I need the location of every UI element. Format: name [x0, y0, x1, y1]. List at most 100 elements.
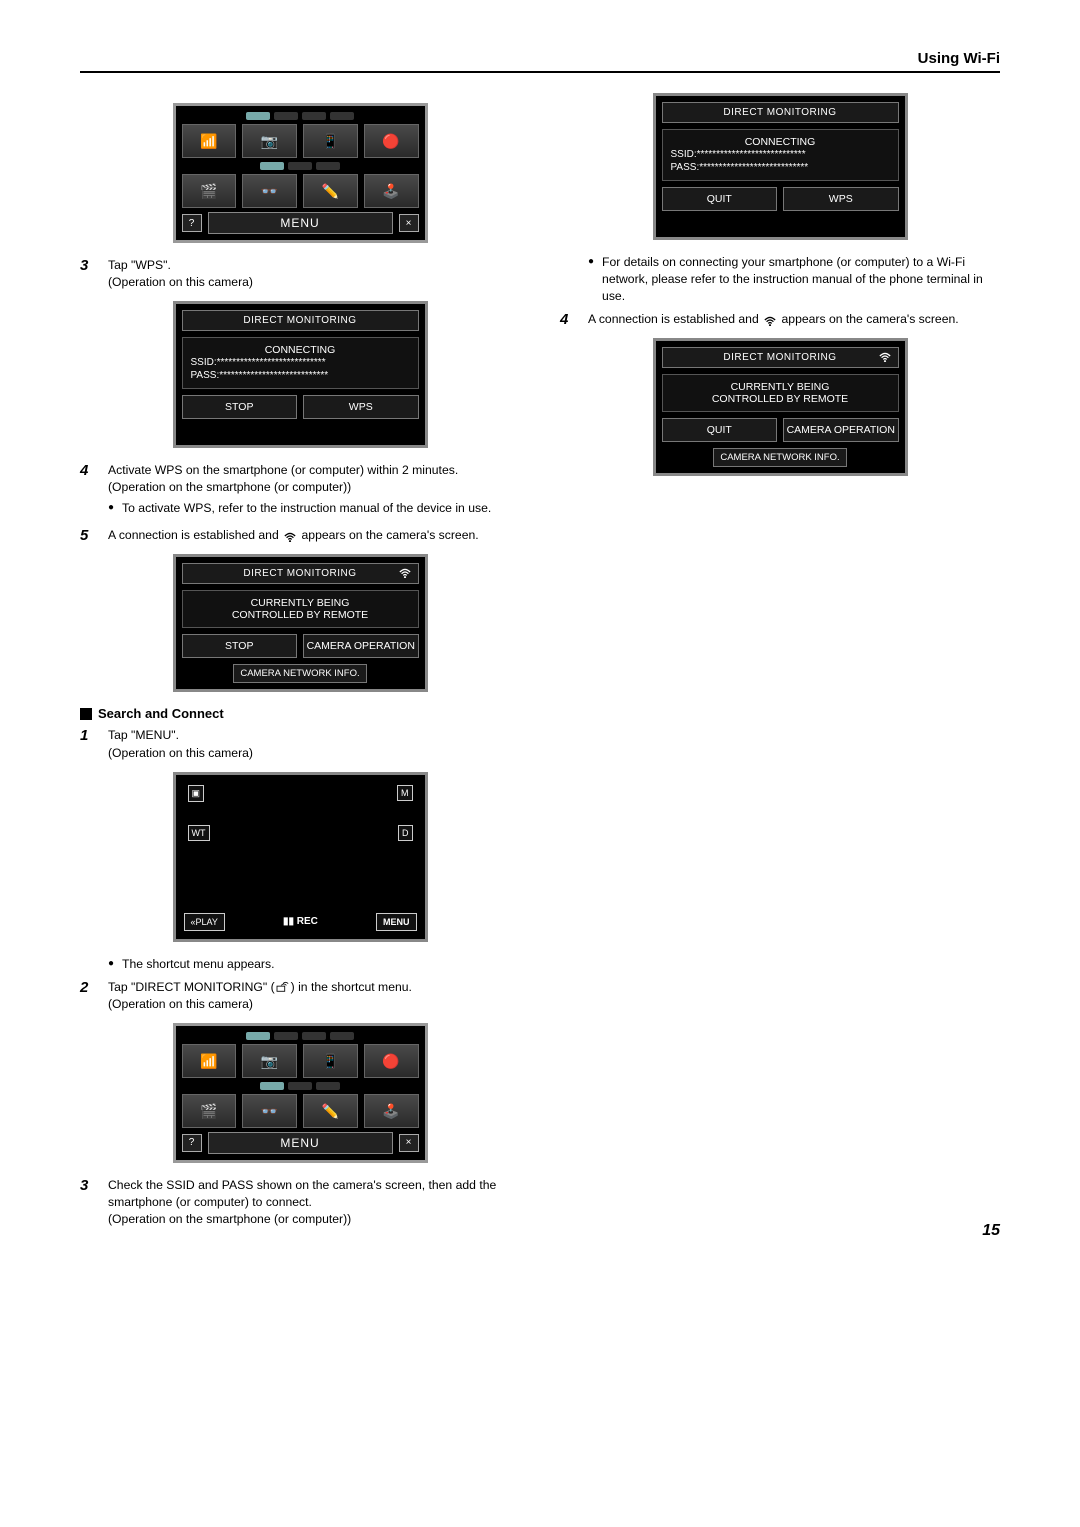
- step-text: Tap "MENU".: [108, 728, 179, 742]
- screen-title: DIRECT MONITORING: [182, 310, 419, 331]
- pencil-icon[interactable]: ✏️: [303, 174, 358, 208]
- camera-live-screen: ▣ M WT D «PLAY ▮▮ REC MENU: [173, 772, 428, 942]
- pencil-icon[interactable]: ✏️: [303, 1094, 358, 1128]
- bullet-icon: ●: [588, 254, 594, 305]
- page-number: 15: [982, 1222, 1000, 1240]
- pass-label: PASS:****************************: [671, 161, 890, 174]
- bullet-text: To activate WPS, refer to the instructio…: [122, 500, 491, 517]
- wt-indicator: WT: [188, 825, 210, 841]
- shortcut-menu-screen: 📶 📷 📱 🔴 🎬 👓 ✏️ 🕹️ ? MENU: [173, 103, 428, 243]
- step-text-a: A connection is established and: [108, 528, 282, 542]
- left-column: 📶 📷 📱 🔴 🎬 👓 ✏️ 🕹️ ? MENU: [80, 93, 520, 1230]
- mode-indicator: ▣: [188, 785, 205, 802]
- d-indicator: D: [398, 825, 413, 841]
- quit-button[interactable]: QUIT: [662, 418, 778, 442]
- connecting-label: CONNECTING: [191, 344, 410, 356]
- phone-icon[interactable]: 📱: [303, 124, 358, 158]
- step-3: 3 Tap "WPS". (Operation on this camera): [80, 257, 520, 291]
- wps-button[interactable]: WPS: [783, 187, 899, 211]
- screen-title: DIRECT MONITORING: [182, 563, 419, 584]
- joystick-icon[interactable]: 🕹️: [364, 1094, 419, 1128]
- remote-control-screen: DIRECT MONITORING CURRENTLY BEING CONTRO…: [653, 338, 908, 476]
- wifi-icon: [762, 314, 778, 326]
- clapper-icon[interactable]: 🎬: [182, 1094, 237, 1128]
- menu-button[interactable]: MENU: [376, 913, 417, 931]
- section-marker-icon: [80, 708, 92, 720]
- play-button[interactable]: «PLAY: [184, 913, 225, 931]
- manual-page: Using Wi-Fi 📶 📷 📱 🔴 🎬 👓: [0, 0, 1080, 1270]
- wifi-status-icon: [398, 566, 412, 581]
- step-text: Check the SSID and PASS shown on the cam…: [108, 1178, 496, 1209]
- step-subtext: (Operation on the smartphone (or compute…: [108, 480, 351, 494]
- wps-button[interactable]: WPS: [303, 395, 419, 419]
- camera-icon[interactable]: 📷: [242, 1044, 297, 1078]
- header-bar: Using Wi-Fi: [80, 50, 1000, 73]
- step-number: 3: [80, 257, 94, 291]
- joystick-icon[interactable]: 🕹️: [364, 174, 419, 208]
- step-subtext: (Operation on this camera): [108, 997, 253, 1011]
- camera-operation-button[interactable]: CAMERA OPERATION: [303, 634, 419, 658]
- step-text-b: ) in the shortcut menu.: [291, 980, 412, 994]
- rec-indicator: ▮▮ REC: [231, 916, 370, 927]
- pass-label: PASS:****************************: [191, 369, 410, 382]
- wifi-icon[interactable]: 📶: [182, 1044, 237, 1078]
- step-5: 5 A connection is established and appear…: [80, 527, 520, 544]
- bullet-icon: ●: [108, 956, 114, 973]
- bullet-text: The shortcut menu appears.: [122, 956, 274, 973]
- step-s1: 1 Tap "MENU". (Operation on this camera): [80, 727, 520, 761]
- record-icon[interactable]: 🔴: [364, 124, 419, 158]
- step-text-a: A connection is established and: [588, 312, 762, 326]
- bullet-text: For details on connecting your smartphon…: [602, 254, 1000, 305]
- face-icon[interactable]: 👓: [242, 174, 297, 208]
- network-info-button[interactable]: CAMERA NETWORK INFO.: [233, 664, 366, 683]
- menu-button[interactable]: MENU: [208, 212, 393, 234]
- section-heading: Search and Connect: [80, 706, 520, 721]
- step-s3: 3 Check the SSID and PASS shown on the c…: [80, 1177, 520, 1228]
- status-line1: CURRENTLY BEING: [191, 597, 410, 609]
- connecting-label: CONNECTING: [671, 136, 890, 148]
- step-number: 1: [80, 727, 94, 761]
- stop-button[interactable]: STOP: [182, 634, 298, 658]
- right-column: DIRECT MONITORING CONNECTING SSID:******…: [560, 93, 1000, 1230]
- m-indicator: M: [397, 785, 413, 801]
- camera-icon[interactable]: 📷: [242, 124, 297, 158]
- wifi-icon[interactable]: 📶: [182, 124, 237, 158]
- step-number: 4: [80, 462, 94, 521]
- step-text: Activate WPS on the smartphone (or compu…: [108, 463, 458, 477]
- clapper-icon[interactable]: 🎬: [182, 174, 237, 208]
- quit-button[interactable]: QUIT: [662, 187, 778, 211]
- close-button[interactable]: ×: [399, 1134, 419, 1152]
- bullet-icon: ●: [108, 500, 114, 517]
- status-line1: CURRENTLY BEING: [671, 381, 890, 393]
- status-line2: CONTROLLED BY REMOTE: [191, 609, 410, 621]
- wifi-status-icon: [878, 350, 892, 365]
- step-subtext: (Operation on the smartphone (or compute…: [108, 1212, 351, 1226]
- close-button[interactable]: ×: [399, 214, 419, 232]
- phone-icon[interactable]: 📱: [303, 1044, 358, 1078]
- menu-button[interactable]: MENU: [208, 1132, 393, 1154]
- step-text: Tap "WPS".: [108, 258, 171, 272]
- step-text-b: appears on the camera's screen.: [298, 528, 479, 542]
- step-number: 4: [560, 311, 574, 328]
- step-number: 2: [80, 979, 94, 1013]
- step-text-a: Tap "DIRECT MONITORING" (: [108, 980, 275, 994]
- ssid-label: SSID:****************************: [671, 148, 890, 161]
- ssid-label: SSID:****************************: [191, 356, 410, 369]
- step-text-b: appears on the camera's screen.: [778, 312, 959, 326]
- help-button[interactable]: ?: [182, 214, 202, 232]
- help-button[interactable]: ?: [182, 1134, 202, 1152]
- status-line2: CONTROLLED BY REMOTE: [671, 393, 890, 405]
- screen-title: DIRECT MONITORING: [662, 347, 899, 368]
- section-title: Search and Connect: [98, 706, 224, 721]
- stop-button[interactable]: STOP: [182, 395, 298, 419]
- shortcut-menu-screen: 📶 📷 📱 🔴 🎬 👓 ✏️ 🕹️ ? MENU: [173, 1023, 428, 1163]
- content-columns: 📶 📷 📱 🔴 🎬 👓 ✏️ 🕹️ ? MENU: [80, 93, 1000, 1230]
- face-icon[interactable]: 👓: [242, 1094, 297, 1128]
- remote-control-screen: DIRECT MONITORING CURRENTLY BEING CONTRO…: [173, 554, 428, 692]
- step-4: 4 Activate WPS on the smartphone (or com…: [80, 462, 520, 521]
- network-info-button[interactable]: CAMERA NETWORK INFO.: [713, 448, 846, 467]
- step-subtext: (Operation on this camera): [108, 746, 253, 760]
- record-icon[interactable]: 🔴: [364, 1044, 419, 1078]
- page-title: Using Wi-Fi: [80, 50, 1000, 67]
- camera-operation-button[interactable]: CAMERA OPERATION: [783, 418, 899, 442]
